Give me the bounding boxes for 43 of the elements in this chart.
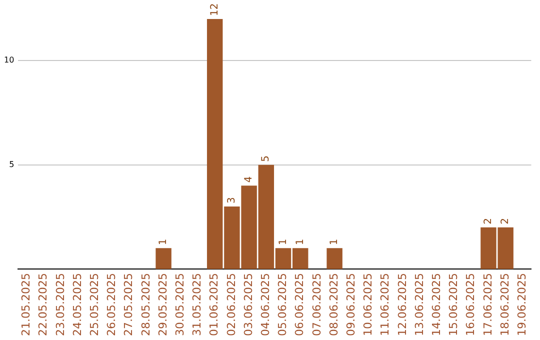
data-label: 4 — [244, 176, 255, 183]
x-tick-label: 06.06.2025 — [293, 273, 306, 336]
x-tick-label: 14.06.2025 — [430, 273, 444, 336]
bar — [326, 248, 342, 270]
y-tick-label: 10 — [4, 56, 14, 65]
x-tick-label: 22.05.2025 — [36, 273, 50, 336]
x-tick-label: 08.06.2025 — [327, 273, 340, 336]
x-tick-label: 28.05.2025 — [139, 273, 152, 336]
x-tick-label: 24.05.2025 — [70, 273, 84, 336]
x-tick-label: 18.06.2025 — [498, 273, 512, 336]
data-label: 1 — [278, 238, 289, 246]
x-tick-label: 03.06.2025 — [242, 273, 255, 336]
x-tick-label: 23.05.2025 — [54, 273, 67, 336]
x-tick-label: 04.06.2025 — [259, 273, 272, 336]
data-label: 1 — [158, 238, 170, 246]
data-label: 2 — [500, 218, 512, 224]
x-tick-label: 09.06.2025 — [344, 273, 358, 336]
x-tick-label: 30.05.2025 — [174, 273, 186, 336]
data-label: 2 — [483, 218, 494, 224]
x-tick-label: 27.05.2025 — [122, 273, 136, 336]
x-tick-label: 25.05.2025 — [88, 273, 101, 336]
x-tick-label: 16.06.2025 — [464, 273, 478, 336]
data-label: 1 — [329, 238, 340, 246]
x-tick-label: 07.06.2025 — [310, 273, 324, 336]
x-tick-label: 26.05.2025 — [105, 273, 118, 336]
x-tick-label: 05.06.2025 — [276, 273, 290, 336]
x-tick-label: 29.05.2025 — [156, 273, 170, 336]
data-label: 3 — [226, 197, 238, 204]
data-label: 12 — [209, 3, 220, 16]
x-tick-label: 01.06.2025 — [208, 273, 221, 336]
x-tick-label: 19.06.2025 — [516, 273, 529, 336]
data-label: 5 — [260, 155, 272, 162]
x-tick-label: 17.06.2025 — [481, 273, 494, 336]
x-tick-label: 02.06.2025 — [224, 273, 238, 336]
bar — [156, 248, 172, 270]
x-tick-label: 13.06.2025 — [412, 273, 426, 336]
x-tick-label: 21.05.2025 — [20, 273, 33, 336]
x-tick-label: 15.06.2025 — [447, 273, 460, 336]
x-tick-label: 31.05.2025 — [190, 273, 204, 336]
x-tick-label: 12.06.2025 — [396, 273, 409, 336]
data-label: 1 — [294, 238, 306, 246]
x-tick-label: 11.06.2025 — [378, 273, 392, 336]
x-tick-label: 10.06.2025 — [362, 273, 375, 336]
